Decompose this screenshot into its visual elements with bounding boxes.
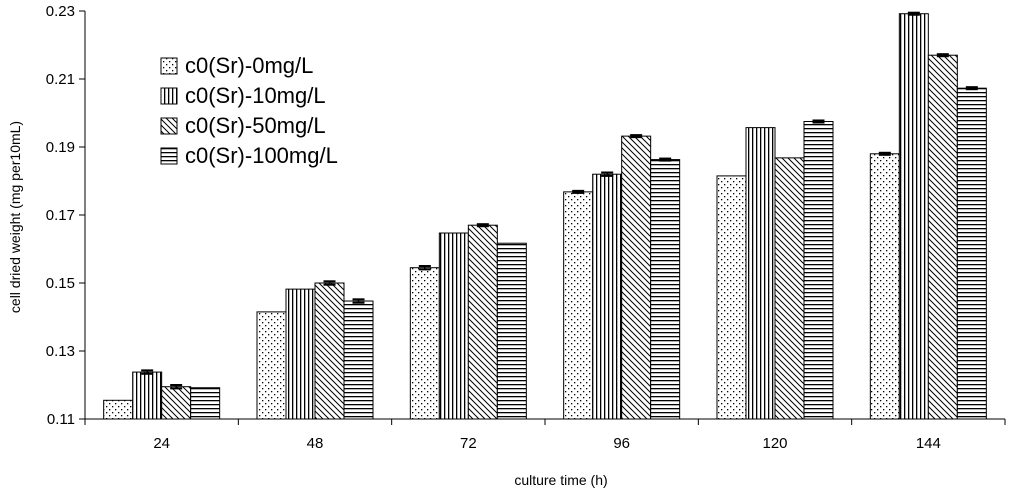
bar bbox=[927, 54, 958, 420]
y-axis: 0.11 0.13 0.15 0.17 0.19 0.21 0.23 bbox=[46, 3, 86, 428]
y-tick-label: 0.23 bbox=[46, 3, 75, 20]
legend-label: c0(Sr)-10mg/L bbox=[185, 83, 326, 108]
bar bbox=[716, 175, 747, 420]
y-tick-label: 0.21 bbox=[46, 71, 75, 88]
bar bbox=[745, 127, 776, 420]
bar bbox=[190, 387, 221, 420]
bar bbox=[898, 13, 929, 420]
bar bbox=[409, 267, 440, 420]
bar bbox=[496, 242, 527, 420]
legend: c0(Sr)-0mg/L c0(Sr)-10mg/L c0(Sr)-50mg/L c0… bbox=[160, 53, 338, 168]
x-tick-label: 96 bbox=[613, 435, 630, 452]
x-axis: 24 48 72 96 120 144 bbox=[84, 418, 1006, 452]
bar bbox=[621, 135, 652, 420]
legend-swatch bbox=[160, 117, 178, 135]
bar bbox=[161, 386, 192, 420]
bar bbox=[343, 300, 374, 420]
legend-label: c0(Sr)-0mg/L bbox=[185, 53, 313, 78]
x-tick-label: 48 bbox=[307, 435, 324, 452]
x-tick-label: 144 bbox=[916, 435, 941, 452]
x-axis-title: culture time (h) bbox=[514, 472, 607, 488]
bar bbox=[467, 224, 498, 420]
bar bbox=[438, 232, 469, 420]
y-tick-label: 0.13 bbox=[46, 343, 75, 360]
bar bbox=[650, 159, 681, 420]
bars bbox=[103, 11, 987, 420]
y-tick-label: 0.11 bbox=[47, 411, 75, 428]
legend-swatch bbox=[160, 147, 178, 165]
legend-swatch bbox=[160, 87, 178, 105]
legend-label: c0(Sr)-50mg/L bbox=[185, 113, 326, 138]
x-tick-label: 24 bbox=[153, 435, 170, 452]
bar bbox=[774, 157, 805, 420]
bar bbox=[803, 121, 834, 420]
y-axis-title: cell dried weight (mg per10mL) bbox=[7, 121, 23, 313]
y-tick-label: 0.17 bbox=[46, 207, 75, 224]
bar bbox=[563, 191, 594, 420]
legend-label: c0(Sr)-100mg/L bbox=[185, 143, 338, 168]
bar bbox=[256, 311, 287, 420]
y-tick-label: 0.19 bbox=[46, 139, 75, 156]
legend-swatch bbox=[160, 57, 178, 75]
x-tick-label: 72 bbox=[460, 435, 477, 452]
bar bbox=[314, 282, 345, 420]
bar bbox=[956, 87, 987, 420]
bar bbox=[103, 399, 134, 420]
x-tick-label: 120 bbox=[762, 435, 787, 452]
bar bbox=[132, 371, 163, 420]
bar bbox=[592, 173, 623, 420]
y-tick-label: 0.15 bbox=[46, 275, 75, 292]
bar bbox=[285, 288, 316, 420]
bar bbox=[869, 153, 900, 420]
